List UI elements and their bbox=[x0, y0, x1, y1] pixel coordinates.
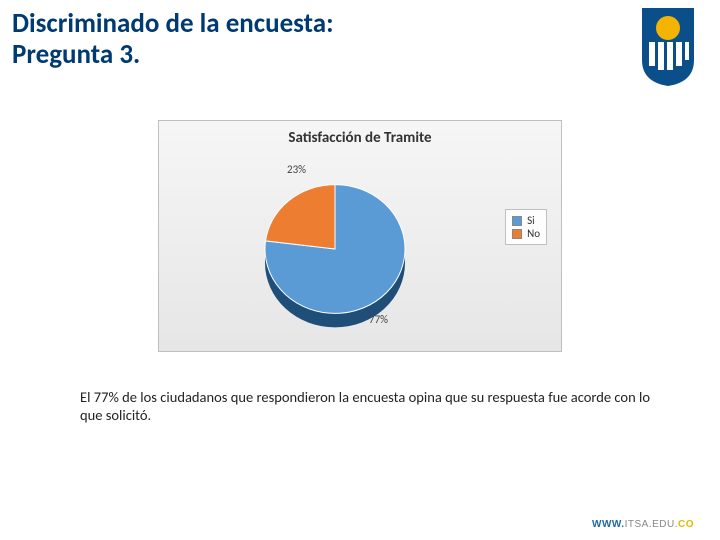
footer-url: WWW.ITSA.EDU.CO bbox=[592, 519, 694, 530]
legend-label: No bbox=[527, 227, 540, 240]
legend: Si No bbox=[505, 209, 547, 245]
footer-tld: CO bbox=[678, 519, 694, 530]
legend-label: Si bbox=[527, 214, 535, 227]
chart-container: Satisfacción de Tramite 23% 77% Si No bbox=[158, 120, 562, 352]
institution-logo bbox=[636, 6, 700, 93]
slice-label-si: 77% bbox=[369, 313, 388, 326]
page-title: Discriminado de la encuesta: Pregunta 3. bbox=[12, 8, 334, 70]
chart-title: Satisfacción de Tramite bbox=[159, 121, 561, 147]
slice-label-no: 23% bbox=[287, 163, 306, 176]
footer-domain: ITSA.EDU. bbox=[625, 519, 678, 530]
title-line-1: Discriminado de la encuesta: bbox=[12, 8, 334, 39]
footer-www: WWW. bbox=[592, 519, 625, 530]
title-line-2: Pregunta 3. bbox=[12, 39, 334, 70]
legend-item-si: Si bbox=[512, 214, 540, 227]
slide: Discriminado de la encuesta: Pregunta 3.… bbox=[0, 0, 720, 540]
pie-chart bbox=[255, 169, 415, 329]
legend-swatch-icon bbox=[512, 229, 522, 239]
legend-swatch-icon bbox=[512, 216, 522, 226]
legend-item-no: No bbox=[512, 227, 540, 240]
body-paragraph: El 77% de los ciudadanos que respondiero… bbox=[80, 388, 650, 424]
